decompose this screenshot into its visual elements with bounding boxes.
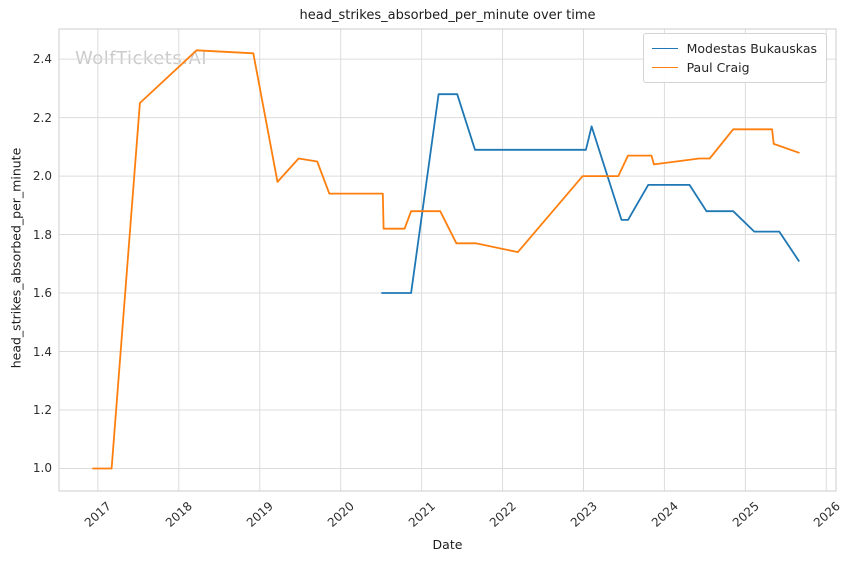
x-axis-label: Date [432, 537, 463, 552]
y-tick-label: 2.4 [32, 52, 52, 67]
legend-line-sample-orange [651, 67, 678, 68]
legend-line-sample-blue [651, 48, 678, 49]
legend-label: Modestas Bukauskas [686, 41, 817, 56]
y-tick-label: 1.4 [32, 344, 52, 359]
y-tick-label: 1.8 [32, 227, 52, 242]
series-line-paul-craig [92, 49, 800, 470]
watermark: WolfTickets.AI [75, 48, 208, 69]
legend-label: Paul Craig [686, 60, 750, 75]
y-tick-label: 2.0 [32, 169, 52, 184]
y-tick-label: 1.2 [32, 403, 52, 417]
chart-title: head_strikes_absorbed_per_minute over ti… [299, 8, 596, 23]
legend-item: Modestas Bukauskas [651, 39, 817, 58]
legend-item: Paul Craig [651, 58, 817, 77]
y-tick-label: 1.6 [32, 286, 52, 301]
legend: Modestas Bukauskas Paul Craig [642, 33, 827, 83]
plot-border [58, 28, 837, 492]
series-line-modestas-bukauskas [380, 93, 800, 294]
y-tick-label: 2.2 [32, 110, 52, 125]
y-tick-label: 1.0 [32, 461, 52, 476]
